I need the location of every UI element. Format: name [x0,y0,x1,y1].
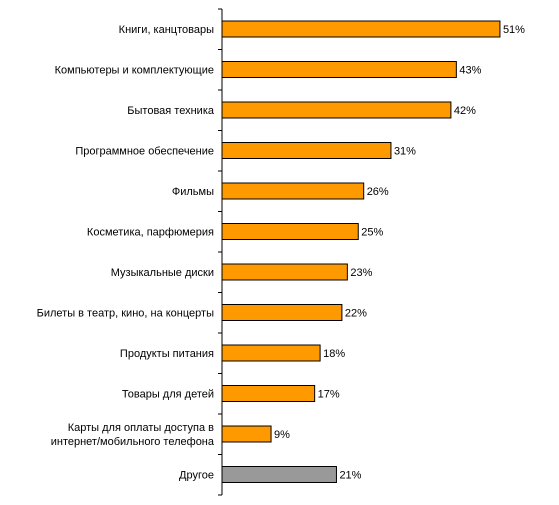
bar-7 [221,263,348,281]
bar-2 [221,61,457,78]
bar-11 [221,425,272,443]
value-label-1: 51% [503,24,525,36]
value-label-5: 26% [367,186,389,198]
category-label-6: Косметика, парфюмерия [87,227,214,239]
category-label-5: Фильмы [172,186,214,198]
bar-8 [221,304,343,321]
category-label-12: Другое [179,470,214,482]
bar-5 [221,182,365,200]
bar-4 [221,142,392,159]
bar-3 [221,101,452,119]
category-label-2: Компьютеры и комплектующие [55,65,214,77]
bar-9 [221,344,321,362]
category-label-4: Программное обеспечение [75,146,214,158]
value-label-11: 9% [274,429,290,441]
category-label-8: Билеты в театр, кино, на концерты [37,308,214,320]
category-label-10: Товары для детей [122,389,214,401]
value-labels-group: 51% 43% 42% 31% 26% 25% 23% 22% 18% 17% 9% 21% [274,24,525,482]
axis-group [218,8,223,496]
category-label-3: Бытовая техника [127,105,215,117]
category-labels-group: Книги, канцтовары Компьютеры и комплектую… [37,24,215,482]
bar-1 [221,20,501,38]
bar-6 [221,223,359,240]
category-label-1: Книги, канцтовары [119,24,214,36]
bar-10 [221,385,316,402]
value-label-2: 43% [459,65,481,77]
bars-group [221,20,501,483]
category-label-11: Карты для оплаты доступа в интернет/мобил… [51,422,215,448]
category-label-7: Музыкальные диски [111,267,214,279]
value-label-4: 31% [394,146,416,158]
value-label-9: 18% [323,348,345,360]
value-label-12: 21% [339,470,361,482]
value-label-8: 22% [345,308,367,320]
value-label-7: 23% [350,267,372,279]
value-label-3: 42% [454,105,476,117]
value-label-10: 17% [318,389,340,401]
value-label-6: 25% [361,227,383,239]
bar-12 [221,466,337,483]
category-label-9: Продукты питания [120,348,214,360]
